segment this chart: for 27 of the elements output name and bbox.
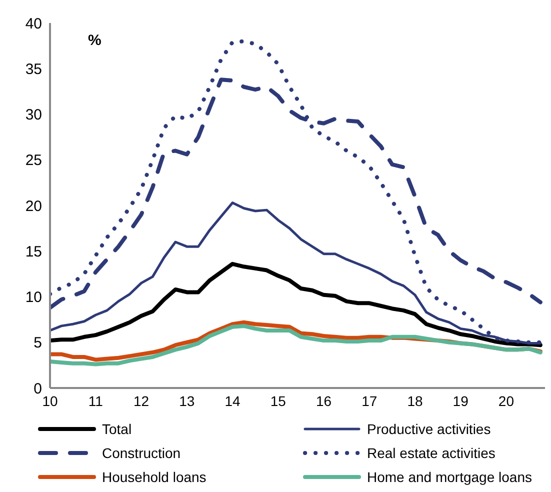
y-tick-label: 10 bbox=[25, 289, 42, 306]
x-tick-label: 11 bbox=[88, 392, 104, 409]
legend-label: Home and mortgage loans bbox=[367, 469, 532, 485]
legend-label: Productive activities bbox=[367, 421, 491, 437]
x-tick-label: 19 bbox=[452, 392, 469, 409]
y-tick-label: 0 bbox=[34, 380, 42, 398]
y-tick-label: 5 bbox=[34, 334, 42, 352]
x-tick-label: 14 bbox=[224, 392, 240, 409]
x-tick-label: 13 bbox=[179, 392, 195, 409]
x-tick-label: 20 bbox=[498, 392, 514, 409]
legend-label: Household loans bbox=[102, 469, 206, 485]
y-tick-label: 15 bbox=[25, 243, 42, 260]
annotation: % bbox=[88, 32, 102, 49]
legend-label: Real estate activities bbox=[367, 445, 496, 461]
y-tick-label: 25 bbox=[25, 152, 42, 170]
y-tick-label: 20 bbox=[25, 198, 42, 215]
line-series bbox=[50, 262, 542, 348]
legend-label: Construction bbox=[102, 445, 181, 461]
y-tick-label: 30 bbox=[25, 106, 42, 124]
legend-label: Total bbox=[102, 421, 132, 437]
y-tick-label: 40 bbox=[25, 15, 42, 32]
x-tick-label: 12 bbox=[133, 392, 150, 409]
y-tick-label: 35 bbox=[25, 60, 42, 78]
x-tick-label: 17 bbox=[362, 392, 378, 409]
x-tick-label: 16 bbox=[316, 392, 332, 409]
x-tick-label: 18 bbox=[407, 392, 423, 409]
x-tick-label: 15 bbox=[270, 392, 286, 409]
